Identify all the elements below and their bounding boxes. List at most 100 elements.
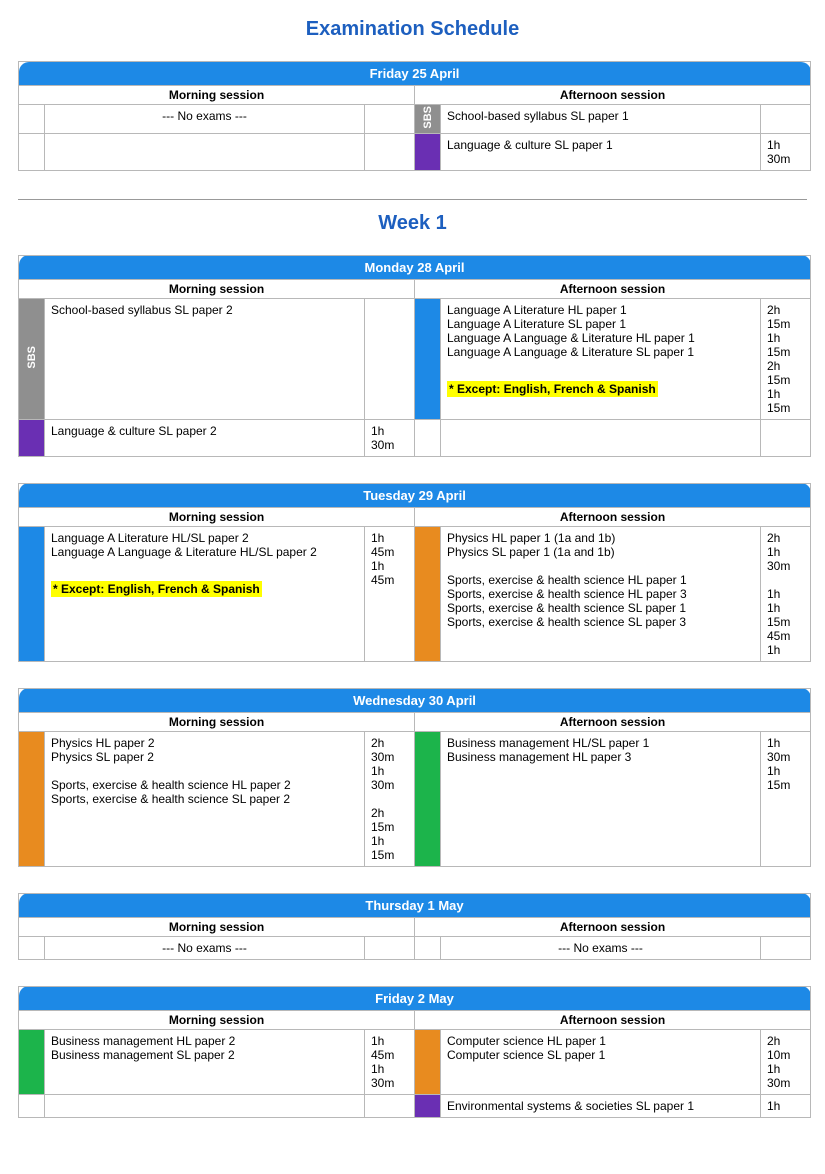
exam-list: --- No exams ---	[441, 936, 761, 959]
schedule-table: Friday 25 AprilMorning sessionAfternoon …	[18, 61, 811, 171]
exam-name: Language A Literature HL paper 1	[447, 303, 754, 317]
session-tag: SBS	[415, 105, 441, 134]
exam-name: Sports, exercise & health science HL pap…	[447, 573, 754, 587]
afternoon-header: Afternoon session	[415, 917, 811, 936]
empty-cell	[45, 133, 365, 170]
exam-duration: 1h 15m	[767, 601, 804, 629]
sbs-label: SBS	[422, 105, 434, 130]
exam-duration	[371, 792, 408, 806]
day-block: Thursday 1 MayMorning sessionAfternoon s…	[18, 893, 807, 960]
morning-header: Morning session	[19, 279, 415, 298]
session-tag	[415, 731, 441, 866]
session-tag	[19, 419, 45, 456]
exam-list: Language & culture SL paper 1	[441, 133, 761, 170]
morning-header: Morning session	[19, 86, 415, 105]
except-note: * Except: English, French & Spanish	[447, 381, 658, 397]
schedule-table: Thursday 1 MayMorning sessionAfternoon s…	[18, 893, 811, 960]
duration-list	[761, 936, 811, 959]
empty-cell	[365, 133, 415, 170]
afternoon-header: Afternoon session	[415, 1010, 811, 1029]
exam-duration: 1h 30m	[767, 545, 804, 573]
table-row: Language & culture SL paper 1 1h 30m	[19, 133, 811, 170]
exam-duration: 1h 45m	[371, 1034, 408, 1062]
exam-duration: 1h	[767, 587, 804, 601]
duration-list	[365, 105, 415, 134]
exam-name: Physics SL paper 2	[51, 750, 358, 764]
session-tag	[415, 936, 441, 959]
exam-duration: 1h	[767, 643, 804, 657]
no-exams-text: --- No exams ---	[447, 941, 754, 955]
exam-duration: 2h 10m	[767, 1034, 804, 1062]
exam-name: Sports, exercise & health science SL pap…	[51, 792, 358, 806]
exam-duration: 1h 30m	[767, 138, 804, 166]
session-tag	[19, 105, 45, 134]
date-header: Friday 2 May	[19, 986, 811, 1010]
no-exams-text: --- No exams ---	[51, 109, 358, 123]
exam-name: Business management SL paper 2	[51, 1048, 358, 1062]
date-header: Friday 25 April	[19, 62, 811, 86]
exam-duration: 1h 15m	[767, 331, 804, 359]
page-title: Examination Schedule	[18, 18, 807, 41]
afternoon-header: Afternoon session	[415, 712, 811, 731]
table-row: SBSSchool-based syllabus SL paper 2 Lang…	[19, 298, 811, 419]
afternoon-header: Afternoon session	[415, 279, 811, 298]
exam-list: Language A Literature HL paper 1 Language…	[441, 298, 761, 419]
duration-list: 1h 45m1h 45m	[365, 526, 415, 661]
day-block: Tuesday 29 AprilMorning sessionAfternoon…	[18, 483, 807, 662]
exam-list: --- No exams ---	[45, 936, 365, 959]
exam-duration: 1h	[767, 1099, 804, 1113]
exam-list: Physics HL paper 1 (1a and 1b)Physics SL…	[441, 526, 761, 661]
week-title: Week 1	[18, 212, 807, 235]
session-tag	[19, 731, 45, 866]
exam-duration: 1h 30m	[371, 424, 408, 452]
exam-duration: 2h 15m	[767, 303, 804, 331]
empty-cell	[45, 1094, 365, 1117]
table-row: Language & culture SL paper 21h 30m	[19, 419, 811, 456]
exam-list: School-based syllabus SL paper 2	[45, 298, 365, 419]
afternoon-header: Afternoon session	[415, 86, 811, 105]
session-tag	[415, 526, 441, 661]
exam-name: Business management HL/SL paper 1	[447, 736, 754, 750]
exam-name: School-based syllabus SL paper 2	[51, 303, 358, 317]
exam-name: Language A Language & Literature HL pape…	[447, 331, 754, 345]
exam-duration: 1h 45m	[371, 531, 408, 559]
except-note: * Except: English, French & Spanish	[51, 581, 262, 597]
table-row: --- No exams --- --- No exams ---	[19, 936, 811, 959]
exam-name: School-based syllabus SL paper 1	[447, 109, 754, 123]
exam-name: Physics HL paper 2	[51, 736, 358, 750]
date-header: Thursday 1 May	[19, 893, 811, 917]
exam-list: Physics HL paper 2Physics SL paper 2 Spo…	[45, 731, 365, 866]
exam-duration: 1h 15m	[767, 387, 804, 415]
morning-header: Morning session	[19, 507, 415, 526]
session-tag	[415, 419, 441, 456]
date-header: Wednesday 30 April	[19, 688, 811, 712]
duration-list: 1h 30m	[761, 133, 811, 170]
schedule-table: Monday 28 AprilMorning sessionAfternoon …	[18, 255, 811, 457]
exam-name: Business management HL paper 3	[447, 750, 754, 764]
exam-name: Sports, exercise & health science HL pap…	[51, 778, 358, 792]
duration-list	[365, 298, 415, 419]
exam-name: Sports, exercise & health science HL pap…	[447, 587, 754, 601]
date-header: Monday 28 April	[19, 255, 811, 279]
session-tag	[19, 936, 45, 959]
exam-duration	[767, 109, 804, 123]
exam-name: Business management HL paper 2	[51, 1034, 358, 1048]
duration-list: 2h 15m1h 15m2h 15m1h 15m	[761, 298, 811, 419]
exam-duration: 1h 45m	[371, 559, 408, 587]
exam-duration: 1h 30m	[767, 736, 804, 764]
session-tag	[19, 133, 45, 170]
exam-duration: 2h 15m	[767, 359, 804, 387]
date-header: Tuesday 29 April	[19, 483, 811, 507]
table-row: Physics HL paper 2Physics SL paper 2 Spo…	[19, 731, 811, 866]
exam-name: Language & culture SL paper 1	[447, 138, 754, 152]
exam-duration: 1h 30m	[371, 764, 408, 792]
exam-name: Sports, exercise & health science SL pap…	[447, 615, 754, 629]
day-block: Friday 25 AprilMorning sessionAfternoon …	[18, 61, 807, 171]
exam-list: Business management HL/SL paper 1Busines…	[441, 731, 761, 866]
duration-list: 1h	[761, 1094, 811, 1117]
divider	[18, 199, 807, 200]
session-tag	[415, 133, 441, 170]
exam-name: Physics SL paper 1 (1a and 1b)	[447, 545, 754, 559]
duration-list	[365, 936, 415, 959]
exam-duration	[371, 303, 408, 317]
